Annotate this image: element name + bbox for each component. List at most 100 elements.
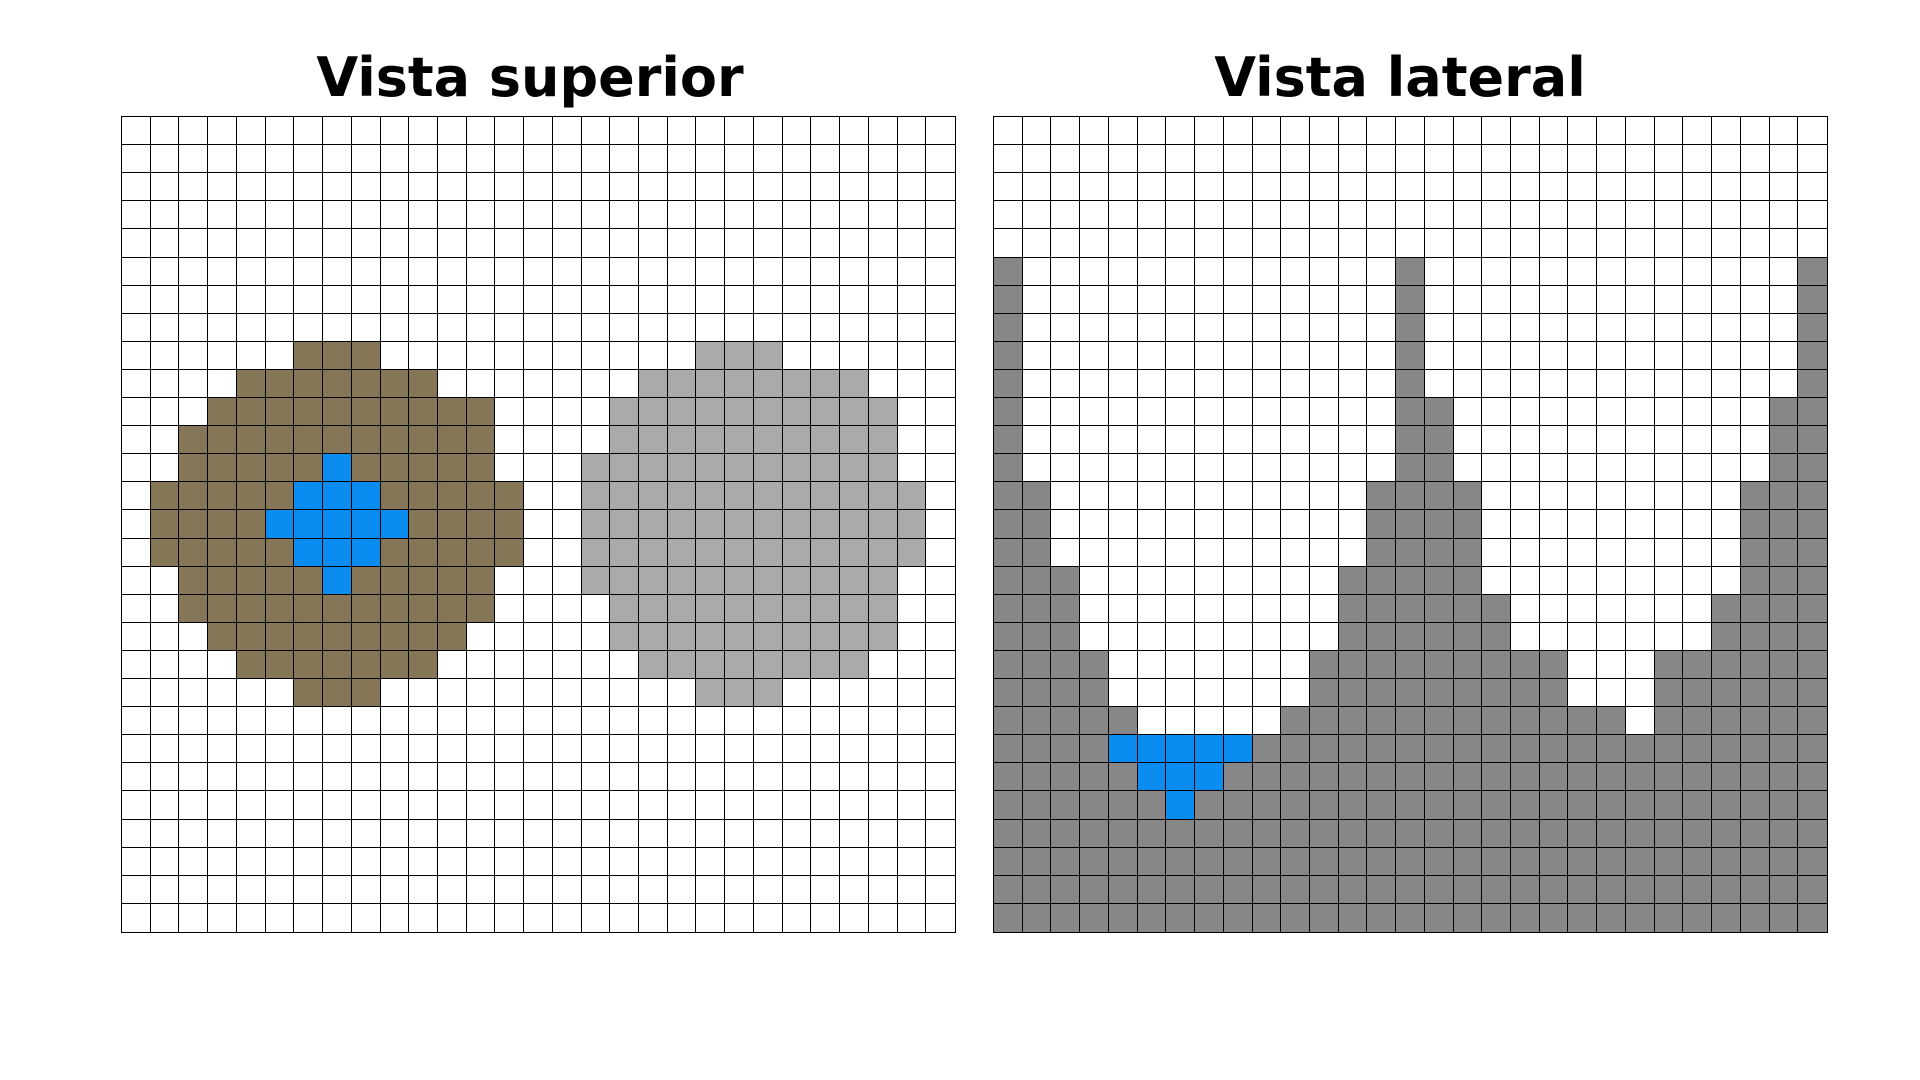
empty-cell [1022, 454, 1052, 483]
terrain-cell [1798, 285, 1827, 314]
soil-cell [236, 398, 266, 427]
soil-cell [380, 622, 410, 651]
empty-cell [1338, 510, 1368, 539]
empty-cell [897, 117, 927, 146]
empty-cell [351, 229, 381, 258]
empty-cell [1195, 369, 1224, 399]
terrain-cell [1712, 679, 1741, 708]
terrain-cell [1798, 791, 1827, 820]
rock-cell [639, 426, 668, 455]
empty-cell [294, 145, 324, 174]
empty-cell [265, 707, 295, 736]
terrain-cell [1223, 763, 1253, 792]
empty-cell [926, 426, 955, 455]
rock-cell [639, 538, 668, 567]
soil-cell [409, 622, 438, 651]
empty-cell [1223, 285, 1253, 314]
empty-cell [926, 791, 955, 820]
empty-cell [524, 145, 553, 174]
empty-cell [495, 875, 525, 904]
empty-cell [552, 173, 582, 202]
empty-cell [1568, 566, 1598, 595]
empty-cell [351, 763, 381, 792]
empty-cell [782, 257, 812, 286]
empty-cell [639, 173, 668, 202]
empty-cell [495, 763, 525, 792]
empty-cell [868, 341, 898, 370]
empty-cell [1597, 538, 1626, 567]
empty-cell [236, 201, 266, 230]
empty-cell [236, 117, 266, 146]
empty-cell [150, 566, 180, 595]
terrain-cell [1080, 679, 1109, 708]
empty-cell [1051, 117, 1081, 146]
empty-cell [897, 791, 927, 820]
soil-cell [409, 398, 438, 427]
empty-cell [1597, 341, 1626, 370]
empty-cell [323, 791, 352, 820]
empty-cell [1022, 285, 1052, 314]
terrain-cell [1424, 538, 1454, 567]
empty-cell [1252, 510, 1282, 539]
water-cell [323, 510, 352, 539]
terrain-cell [1625, 875, 1655, 904]
rock-cell [581, 482, 611, 511]
empty-cell [1252, 201, 1282, 230]
soil-cell [294, 398, 324, 427]
empty-cell [1166, 229, 1196, 258]
empty-cell [1740, 313, 1770, 342]
empty-cell [1281, 369, 1310, 399]
empty-cell [1252, 426, 1282, 455]
empty-cell [1080, 173, 1109, 202]
empty-cell [581, 398, 611, 427]
empty-cell [753, 847, 783, 876]
terrain-cell [1137, 819, 1167, 848]
empty-cell [1367, 313, 1397, 342]
empty-cell [926, 622, 955, 651]
empty-cell [495, 426, 525, 455]
empty-cell [725, 313, 754, 342]
empty-cell [1769, 341, 1799, 370]
empty-cell [840, 903, 869, 932]
empty-cell [495, 173, 525, 202]
rock-cell [840, 594, 869, 623]
empty-cell [667, 145, 697, 174]
empty-cell [1597, 398, 1626, 427]
empty-cell [1281, 285, 1310, 314]
empty-cell [725, 819, 754, 848]
empty-cell [1281, 341, 1310, 370]
empty-cell [581, 173, 611, 202]
rock-cell [581, 538, 611, 567]
terrain-cell [994, 510, 1023, 539]
empty-cell [1338, 257, 1368, 286]
empty-cell [1683, 201, 1713, 230]
empty-cell [1223, 679, 1253, 708]
terrain-cell [1740, 679, 1770, 708]
empty-cell [581, 341, 611, 370]
empty-cell [1281, 594, 1310, 623]
empty-cell [581, 201, 611, 230]
terrain-cell [1022, 903, 1052, 932]
empty-cell [610, 819, 640, 848]
empty-cell [581, 707, 611, 736]
empty-cell [897, 313, 927, 342]
empty-cell [265, 313, 295, 342]
empty-cell [437, 229, 467, 258]
empty-cell [179, 622, 209, 651]
terrain-cell [1482, 650, 1512, 680]
empty-cell [236, 173, 266, 202]
empty-cell [1482, 510, 1512, 539]
empty-cell [1654, 117, 1684, 146]
terrain-cell [1051, 763, 1081, 792]
empty-cell [639, 875, 668, 904]
empty-cell [1712, 285, 1741, 314]
empty-cell [639, 285, 668, 314]
empty-cell [1568, 650, 1598, 680]
empty-cell [1482, 426, 1512, 455]
empty-cell [1511, 285, 1540, 314]
soil-cell [323, 426, 352, 455]
empty-cell [1453, 117, 1483, 146]
empty-cell [236, 763, 266, 792]
empty-cell [1080, 398, 1109, 427]
empty-cell [409, 819, 438, 848]
